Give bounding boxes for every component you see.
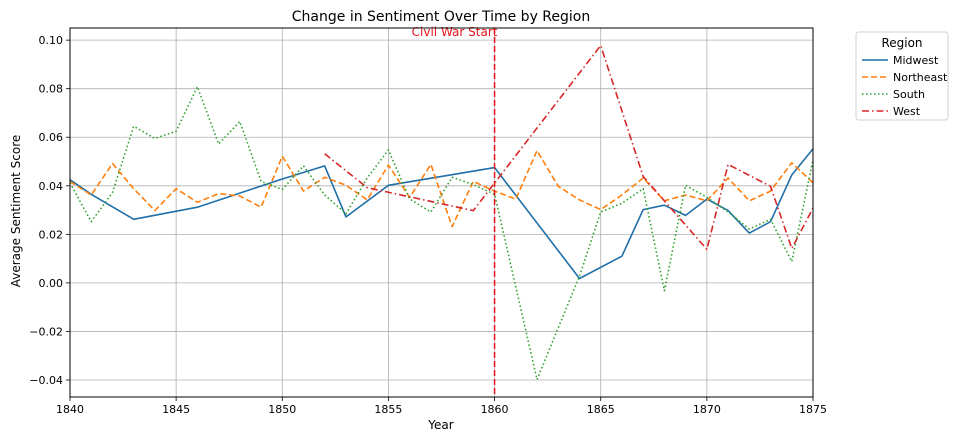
- y-tick-label: 0.04: [39, 180, 64, 193]
- x-tick-label: 1860: [481, 403, 509, 416]
- x-tick-label: 1850: [268, 403, 296, 416]
- series-line-west: [324, 44, 814, 251]
- y-tick-label: 0.00: [39, 277, 64, 290]
- chart-title: Change in Sentiment Over Time by Region: [292, 9, 590, 25]
- series-line-midwest: [69, 148, 814, 280]
- x-tick-label: 1845: [162, 403, 190, 416]
- annotation: Civil War Start: [412, 25, 498, 397]
- x-tick-label: 1855: [374, 403, 402, 416]
- x-tick-label: 1865: [587, 403, 615, 416]
- y-tick-label: 0.02: [39, 228, 64, 241]
- x-tick-label: 1875: [799, 403, 827, 416]
- x-tick-label: 1840: [56, 403, 84, 416]
- y-tick-label: −0.02: [29, 325, 63, 338]
- civil-war-start-label: Civil War Start: [412, 25, 498, 39]
- legend-label-northeast: Northeast: [893, 71, 948, 84]
- legend-label-midwest: Midwest: [893, 54, 939, 67]
- y-tick-label: 0.06: [39, 131, 64, 144]
- legend-box: [855, 31, 949, 121]
- y-tick-label: 0.08: [39, 83, 64, 96]
- legend-label-west: West: [893, 105, 921, 118]
- legend-title: Region: [881, 36, 922, 50]
- plot-frame: [69, 27, 814, 398]
- y-tick-label: −0.04: [29, 374, 63, 387]
- x-axis-label: Year: [427, 418, 453, 432]
- series-line-northeast: [69, 149, 814, 228]
- axis-ticks: 1840 1845 1850 1855 1860 1865 1870 1875 −0.04 −0.…: [29, 34, 827, 416]
- y-tick-label: 0.10: [39, 34, 64, 47]
- legend-items: Midwest Northeast South West: [862, 54, 948, 118]
- x-tick-label: 1870: [693, 403, 721, 416]
- legend-label-south: South: [893, 88, 925, 101]
- series-line-south: [69, 85, 814, 381]
- series-lines: [69, 44, 814, 381]
- grid: [69, 28, 814, 397]
- legend: Region Midwest Northeast South West: [855, 31, 949, 121]
- y-axis-label: Average Sentiment Score: [9, 135, 23, 288]
